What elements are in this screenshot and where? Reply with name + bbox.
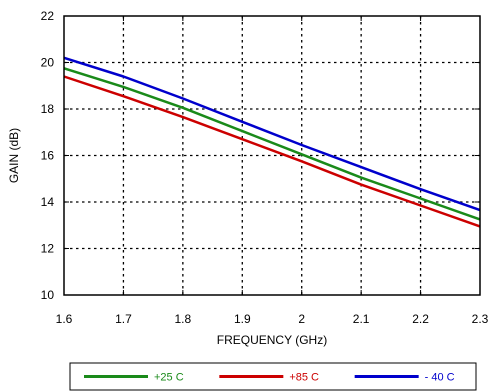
- y-tick-label: 16: [41, 149, 55, 163]
- x-axis-ticks: 1.6 1.7 1.8 1.9 2 2.1 2.2 2.3: [56, 16, 489, 326]
- y-axis-ticks: 10 12 14 16 18 20 22: [41, 9, 480, 302]
- legend-label: - 40 C: [425, 372, 455, 384]
- series-line-2: [63, 75, 481, 228]
- y-tick-label: 12: [41, 242, 55, 256]
- legend: +25 C +85 C - 40 C: [69, 362, 477, 391]
- x-tick-label: 1.8: [175, 312, 192, 326]
- x-tick-label: 2: [298, 312, 305, 326]
- legend-label: +85 C: [289, 372, 319, 384]
- y-tick-label: 22: [41, 9, 55, 23]
- series-line-3: [63, 56, 481, 212]
- y-tick-label: 18: [41, 102, 55, 116]
- x-tick-label: 1.7: [115, 312, 132, 326]
- x-axis-label: FREQUENCY (GHz): [217, 333, 327, 347]
- series-line-1: [63, 67, 481, 221]
- y-tick-label: 10: [41, 288, 55, 302]
- series-lines: [63, 56, 481, 228]
- y-axis-label: GAIN (dB): [7, 128, 21, 183]
- x-tick-label: 2.3: [472, 312, 489, 326]
- y-tick-label: 14: [41, 195, 55, 209]
- y-tick-label: 20: [41, 56, 55, 70]
- legend-label: +25 C: [154, 372, 184, 384]
- x-tick-label: 2.2: [412, 312, 429, 326]
- x-tick-label: 1.9: [234, 312, 251, 326]
- grid: [64, 16, 480, 295]
- x-tick-label: 2.1: [353, 312, 370, 326]
- x-tick-label: 1.6: [56, 312, 73, 326]
